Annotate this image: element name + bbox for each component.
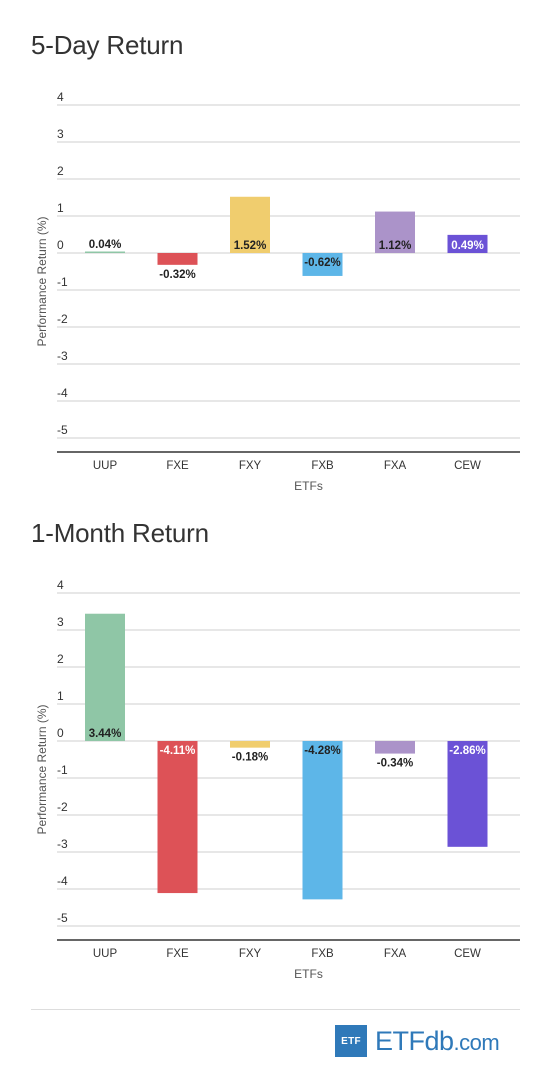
x-tick-label: FXE <box>166 948 189 960</box>
x-tick-label: FXB <box>311 948 334 960</box>
bar-fxe[interactable] <box>157 253 198 265</box>
y-tick-label: 4 <box>57 90 64 104</box>
data-label: -0.18% <box>232 752 268 764</box>
chart-title-1month: 1-Month Return <box>31 518 209 548</box>
y-tick-label: 3 <box>57 127 64 141</box>
y-tick-label: 2 <box>57 652 64 666</box>
data-label: 0.49% <box>451 240 484 252</box>
y-tick-label: -5 <box>57 911 68 925</box>
y-tick-label: 2 <box>57 164 64 178</box>
data-label: -0.32% <box>159 269 195 281</box>
bar-fxb[interactable] <box>302 741 343 900</box>
y-tick-label: 4 <box>57 578 64 592</box>
y-tick-label: -4 <box>57 386 68 400</box>
x-tick-label: UUP <box>93 948 118 960</box>
y-tick-label: 1 <box>57 689 64 703</box>
bar-cew[interactable] <box>447 741 488 847</box>
x-tick-label: FXE <box>166 460 189 472</box>
data-label: -0.62% <box>304 257 340 269</box>
bar-cew[interactable] <box>447 234 488 253</box>
bar-fxb[interactable] <box>302 253 343 276</box>
bar-fxy[interactable] <box>230 196 270 253</box>
x-tick-label: CEW <box>454 460 481 472</box>
y-tick-label: -4 <box>57 874 68 888</box>
y-tick-label: -3 <box>57 837 68 851</box>
data-label: 1.12% <box>379 240 412 252</box>
bar-fxe[interactable] <box>157 741 198 894</box>
data-label: -4.28% <box>304 745 340 757</box>
x-tick-label: FXY <box>239 460 262 472</box>
y-tick-label: -2 <box>57 312 68 326</box>
x-tick-label: FXB <box>311 460 334 472</box>
y-tick-label: -5 <box>57 423 68 437</box>
y-axis-label: Performance Return (%) <box>35 704 49 834</box>
data-label: 0.04% <box>89 239 122 251</box>
bar-fxy[interactable] <box>230 741 270 748</box>
bar-fxa[interactable] <box>375 741 415 754</box>
bar-fxa[interactable] <box>375 211 415 253</box>
y-tick-label: 3 <box>57 615 64 629</box>
chart-1month: 4 3 2 1 0 -1 -2 -3 -4 -5 Performance Return (%) 3.4… <box>35 578 520 981</box>
footer-divider <box>31 1009 520 1010</box>
data-label: -4.11% <box>160 745 196 757</box>
data-label: -0.34% <box>377 758 413 770</box>
y-tick-label: 1 <box>57 201 64 215</box>
etfdb-wordmark: ETFdb.com <box>375 1025 500 1056</box>
bar-uup[interactable] <box>85 251 125 254</box>
etf-logo-box: ETF <box>335 1025 367 1057</box>
y-tick-label: 0 <box>57 726 64 740</box>
etfdb-logo[interactable]: ETF ETFdb.com <box>335 1024 500 1058</box>
data-label: 3.44% <box>89 728 122 740</box>
x-tick-label: FXA <box>384 948 407 960</box>
data-label: 1.52% <box>234 240 267 252</box>
chart-title-5day: 5-Day Return <box>31 30 184 60</box>
y-axis-label: Performance Return (%) <box>35 216 49 346</box>
x-axis-label: ETFs <box>294 967 323 981</box>
y-tick-label: -3 <box>57 349 68 363</box>
x-tick-label: FXA <box>384 460 407 472</box>
y-tick-label: -2 <box>57 800 68 814</box>
y-tick-label: 0 <box>57 238 64 252</box>
y-tick-label: -1 <box>57 275 68 289</box>
y-tick-label: -1 <box>57 763 68 777</box>
chart-5day: 4 3 2 1 0 -1 -2 -3 -4 -5 Performance Return (%) 0.0… <box>35 90 520 493</box>
x-axis-label: ETFs <box>294 479 323 493</box>
data-label: -2.86% <box>449 745 485 757</box>
x-tick-label: CEW <box>454 948 481 960</box>
x-tick-label: FXY <box>239 948 262 960</box>
bar-uup[interactable] <box>85 613 125 741</box>
x-tick-label: UUP <box>93 460 118 472</box>
